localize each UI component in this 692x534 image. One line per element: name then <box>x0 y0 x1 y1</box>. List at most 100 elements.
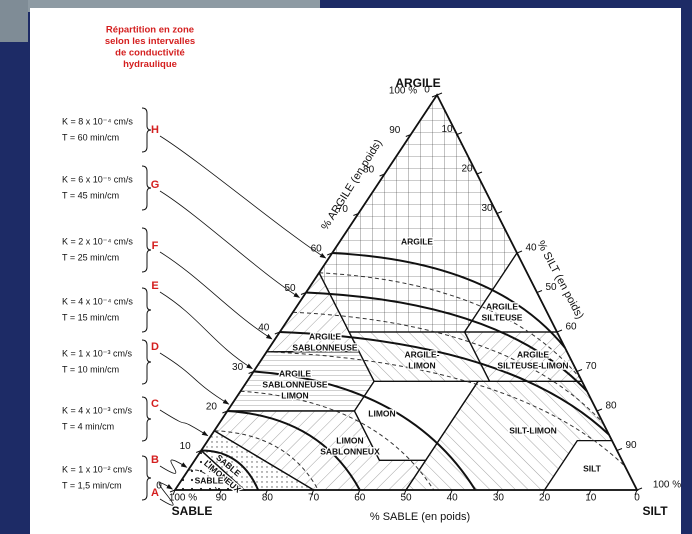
right-tick-label: 30 <box>481 203 493 214</box>
zone-letter: B <box>151 454 159 466</box>
bottom-tick-label: 70 <box>308 493 320 504</box>
class-label: SABLONNEUX <box>320 446 380 456</box>
class-label: ARGILE <box>279 368 311 378</box>
bottom-tick-label: 0 <box>634 493 640 504</box>
tick-mark <box>405 134 411 137</box>
bottom-tick-label: 80 <box>262 493 274 504</box>
left-corner-label: SABLE <box>172 504 213 518</box>
brace <box>141 107 152 153</box>
zone-arrow <box>159 291 253 369</box>
bottom-tick-label: 60 <box>354 493 366 504</box>
right-tick-label: 0 <box>424 85 430 96</box>
k-label: K = 4 x 10⁻³ cm/s <box>62 405 133 415</box>
class-label: LIMON <box>368 408 395 418</box>
bottom-axis-title: % SABLE (en poids) <box>370 511 470 523</box>
zone-curve <box>201 449 260 491</box>
brace <box>141 339 152 385</box>
zone-curve <box>227 410 361 491</box>
right-corner-label: SILT <box>642 504 668 518</box>
tick-mark <box>542 489 546 496</box>
title-line: hydraulique <box>123 59 177 70</box>
title-line: Répartition en zone <box>106 25 194 36</box>
tick-mark <box>264 489 268 496</box>
left-tick-label: 90 <box>389 125 401 136</box>
right-tick-label: 90 <box>625 440 637 451</box>
right-tick-label: 70 <box>585 361 597 372</box>
k-label: K = 1 x 10⁻³ cm/s <box>62 348 133 358</box>
zone-letter: E <box>151 280 158 292</box>
bottom-tick-label: 10 <box>585 493 597 504</box>
tick-mark <box>357 489 361 496</box>
tick-mark <box>353 213 359 216</box>
class-label: SILTEUSE-LIMON <box>497 360 568 370</box>
zone-letter: H <box>151 124 159 136</box>
zone-letter: G <box>151 179 160 191</box>
zone-curve-dashed <box>292 311 604 424</box>
bottom-tick-label: 50 <box>400 493 412 504</box>
left-tick-label: 50 <box>284 283 296 294</box>
tick-mark <box>431 94 438 98</box>
tick-mark <box>495 489 499 496</box>
brace <box>141 165 152 211</box>
right-tick-label: 10 <box>441 124 453 135</box>
class-label: SILT <box>583 463 602 473</box>
zone-arrow <box>159 135 327 259</box>
tick-mark <box>636 487 643 491</box>
k-label: K = 8 x 10⁻⁴ cm/s <box>62 116 133 126</box>
tick-mark <box>476 171 483 175</box>
zone-curve <box>253 370 477 491</box>
tick-mark <box>222 410 228 414</box>
class-label: SILT-LIMON <box>509 425 557 435</box>
zone-arrow <box>159 459 188 474</box>
class-label: SABLONNEUSE <box>262 379 328 389</box>
bottom-tick-label: 100 % <box>169 493 197 504</box>
tick-mark <box>218 489 222 496</box>
k-label: K = 2 x 10⁻⁴ cm/s <box>62 236 133 246</box>
tick-mark <box>248 371 254 374</box>
apex-label: ARGILE <box>395 76 440 90</box>
right-tick-label: 20 <box>461 164 473 175</box>
zone-curve-dashed <box>240 390 435 491</box>
k-label: K = 1 x 10⁻² cm/s <box>62 464 133 474</box>
tick-mark <box>576 369 583 372</box>
t-label: T = 45 min/cm <box>62 190 119 200</box>
tick-mark <box>616 448 623 451</box>
tick-mark <box>496 211 503 214</box>
tick-mark <box>403 489 407 496</box>
class-label: LIMON <box>281 390 308 400</box>
class-label: SABLONNEUSE <box>292 342 358 352</box>
right-tick-label: 100 % <box>653 480 681 491</box>
tick-mark <box>634 489 638 496</box>
tick-mark <box>436 92 443 96</box>
zone-curve <box>279 331 610 436</box>
triangle-diagram: 0 10 20 30 40 50 60 70 80 90 100 % 0 10 20 30 40 50 60 70 8… <box>156 76 681 523</box>
zone-arrow <box>159 352 230 405</box>
tick-mark <box>588 489 592 496</box>
zone-curve-dashed <box>188 469 218 491</box>
zone-arrow <box>158 482 174 506</box>
left-tick-label: 40 <box>258 323 270 334</box>
zone-curve-dashed <box>266 351 626 467</box>
bottom-tick-label: 30 <box>493 493 505 504</box>
title-line: selon les intervalles <box>105 36 195 47</box>
left-tick-label: 20 <box>206 402 218 413</box>
zone-letter: C <box>151 398 159 410</box>
tick-mark <box>327 252 333 256</box>
right-tick-label: 80 <box>605 401 617 412</box>
bottom-tick-label: 40 <box>447 493 459 504</box>
left-tick-label: 30 <box>232 362 244 373</box>
left-tick-label: 0 <box>156 481 162 492</box>
zone-curve-dashed <box>319 272 582 380</box>
tick-mark <box>169 489 176 493</box>
t-label: T = 15 min/cm <box>62 312 119 322</box>
left-tick-label: 10 <box>180 441 192 452</box>
class-label: LIMON <box>408 360 435 370</box>
tick-mark <box>172 489 176 496</box>
zone-arrow <box>159 251 273 340</box>
t-label: T = 60 min/cm <box>62 132 119 142</box>
class-label: ARGILE <box>401 236 433 246</box>
class-label: ARGILE- <box>405 349 440 359</box>
class-label: LIMON <box>336 435 363 445</box>
tick-mark <box>196 450 202 453</box>
